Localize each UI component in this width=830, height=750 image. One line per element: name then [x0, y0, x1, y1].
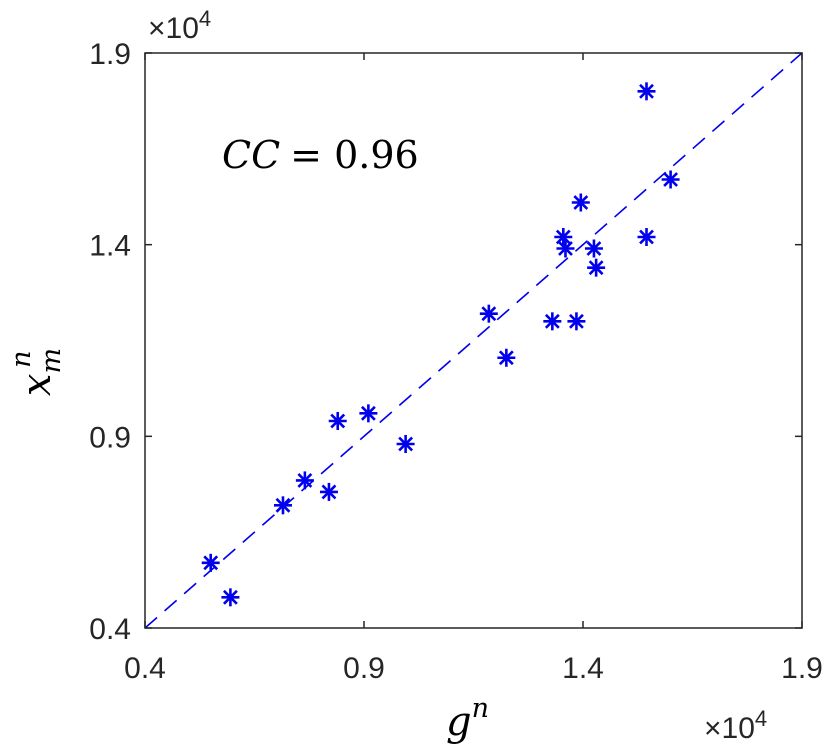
asterisk-marker — [637, 228, 656, 246]
x-tick-label: 0.4 — [124, 652, 166, 685]
annotation-value: = 0.96 — [290, 133, 419, 177]
asterisk-marker — [637, 82, 656, 101]
asterisk-marker — [295, 471, 314, 490]
annotation-lhs: CC — [222, 133, 280, 177]
y-tick-labels: 0.4 0.9 1.4 1.9 — [89, 38, 131, 646]
y-label-sub: m — [36, 348, 67, 374]
asterisk-marker — [543, 312, 562, 331]
y-axis-label: xmn — [6, 348, 67, 396]
x-axis-exponent: ×104 — [704, 706, 767, 745]
y-tick-label: 0.9 — [89, 421, 131, 454]
x-axis-label: gn — [446, 693, 489, 745]
asterisk-marker — [587, 258, 606, 277]
asterisk-marker — [201, 553, 220, 572]
y-axis-exponent: ×104 — [148, 6, 211, 45]
y-tick-label: 0.4 — [89, 613, 131, 646]
asterisk-marker — [273, 496, 292, 515]
tick-marks — [144, 52, 803, 629]
x-label-sup: n — [472, 693, 489, 724]
data-points — [201, 82, 680, 607]
y-label-sup: n — [6, 351, 37, 368]
correlation-annotation: CC = 0.96 — [222, 133, 419, 177]
reference-line — [144, 52, 803, 629]
asterisk-marker — [359, 404, 378, 423]
asterisk-marker — [556, 239, 575, 258]
x-exponent-power: 4 — [755, 706, 767, 731]
asterisk-marker — [319, 482, 338, 501]
y-tick-label: 1.9 — [89, 38, 131, 71]
asterisk-marker — [554, 228, 573, 246]
asterisk-marker — [479, 304, 498, 323]
asterisk-marker — [584, 239, 603, 258]
asterisk-marker — [661, 170, 680, 189]
asterisk-marker — [497, 348, 516, 367]
x-tick-label: 0.9 — [343, 652, 385, 685]
asterisk-marker — [396, 435, 415, 453]
x-tick-label: 1.4 — [562, 652, 604, 685]
asterisk-marker — [567, 312, 586, 331]
y-tick-label: 1.4 — [89, 230, 131, 263]
asterisk-marker — [571, 193, 590, 212]
x-tick-label: 1.9 — [781, 652, 823, 685]
axes-box — [144, 52, 803, 629]
asterisk-marker — [221, 588, 240, 607]
y-exponent-power: 4 — [199, 6, 211, 31]
asterisk-marker — [328, 412, 347, 430]
x-tick-labels: 0.4 0.9 1.4 1.9 — [124, 652, 823, 685]
